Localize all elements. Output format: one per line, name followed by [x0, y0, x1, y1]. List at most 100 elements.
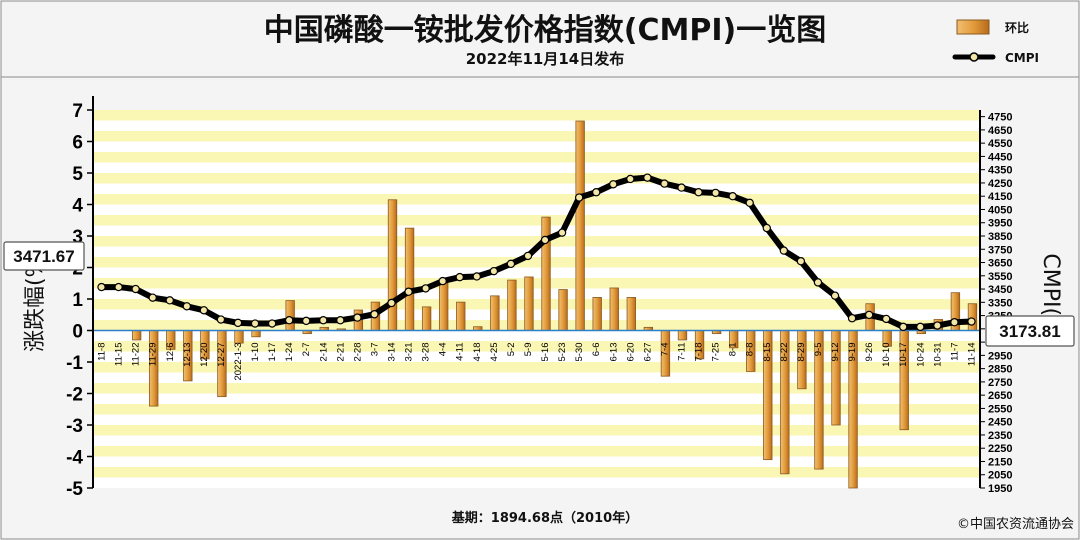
x-tick-label: 7-11 [676, 343, 687, 361]
bar-4-11 [456, 301, 466, 331]
cmpi-point-11-15 [114, 282, 123, 292]
legend-line-marker [969, 52, 979, 62]
bar-11-29 [149, 330, 159, 407]
cmpi-point-1-10 [250, 319, 260, 328]
cmpi-point-10-31 [933, 321, 942, 330]
cmpi-point-5-2 [506, 259, 516, 269]
right-tick-label: 3550 [988, 271, 1012, 283]
bar-3-21 [404, 227, 415, 331]
bar-4-25 [490, 295, 500, 331]
plot-band [93, 299, 980, 310]
cmpi-point-8-1 [728, 192, 737, 201]
cmpi-point-12-13 [182, 302, 192, 311]
right-tick-label: 2150 [988, 456, 1012, 468]
plot-band [93, 446, 980, 457]
cmpi-point-6-13 [609, 180, 618, 189]
x-tick-label: 1-24 [284, 343, 295, 362]
bar-7-11 [677, 330, 688, 341]
right-tick-label: 4550 [988, 138, 1012, 150]
cmpi-point-3-7 [370, 310, 379, 319]
x-tick-label: 9-26 [864, 343, 875, 362]
plot-band [93, 278, 980, 289]
x-tick-labels: 11-8 11-15 11-22 11-29 12-6 12-13 12-20 12-27 20… [97, 343, 978, 381]
base-period-note: 基期：1894.68点（2010年） [451, 510, 638, 526]
x-tick-label: 11-15 [114, 343, 125, 367]
x-tick-label: 5-16 [540, 343, 551, 362]
cmpi-point-11-14 [967, 317, 976, 326]
plot-band [93, 393, 980, 404]
plot-band [93, 152, 980, 163]
plot-background-bands [93, 110, 980, 488]
x-tick-label: 8-8 [745, 343, 756, 357]
plot-band [93, 467, 980, 478]
cmpi-point-12-6 [165, 296, 174, 305]
left-callout-value: 3471.67 [13, 247, 74, 266]
bar-1-24 [285, 300, 295, 331]
x-tick-label: 5-9 [523, 343, 534, 357]
plot-band [93, 383, 980, 394]
x-tick-label: 9-12 [830, 343, 841, 362]
cmpi-point-9-19 [847, 314, 857, 323]
chart-title: 中国磷酸一铵批发价格指数(CMPI)一览图 [264, 13, 826, 48]
cmpi-point-2-7 [302, 316, 311, 326]
right-tick-label: 2250 [988, 443, 1012, 455]
cmpi-point-6-6 [592, 188, 601, 197]
left-tick-label: -5 [66, 479, 83, 500]
plot-band [93, 236, 980, 247]
cmpi-line [98, 174, 975, 330]
left-value-callout: 3471.67 [3, 241, 85, 271]
bar-6-13 [609, 287, 619, 331]
cmpi-point-5-23 [557, 228, 567, 237]
cmpi-point-2-14 [319, 316, 328, 325]
legend: 环比 CMPI [952, 19, 1039, 65]
x-tick-label: 12-27 [216, 343, 227, 367]
bar-5-16 [541, 216, 551, 331]
x-tick-label: 9-5 [813, 343, 824, 357]
right-tick-label: 3850 [988, 231, 1012, 243]
right-tick-label: 2750 [988, 377, 1012, 389]
x-tick-label: 2-14 [318, 343, 329, 362]
left-tick-label: 3 [72, 227, 83, 248]
x-tick-label: 11-8 [97, 343, 108, 361]
x-tick-label: 8-29 [796, 343, 807, 362]
cmpi-point-4-18 [472, 272, 481, 281]
x-tick-label: 8-15 [762, 343, 773, 362]
left-tick-label: 1 [72, 290, 83, 311]
x-tick-label: 3-21 [404, 343, 415, 362]
bar-series [131, 120, 978, 489]
right-tick-label: 4450 [988, 151, 1012, 163]
plot-band [93, 372, 980, 383]
cmpi-point-11-22 [131, 284, 140, 294]
x-tick-label: 7-18 [694, 343, 705, 362]
cmpi-point-8-8 [745, 198, 754, 208]
cmpi-point-1-24 [284, 316, 294, 325]
left-tick-label: -1 [66, 353, 83, 374]
right-tick-label: 2650 [988, 390, 1012, 402]
cmpi-point-8-15 [762, 223, 771, 233]
cmpi-point-12-20 [199, 306, 209, 315]
x-tick-label: 8-1 [728, 343, 739, 357]
bar-6-20 [626, 297, 636, 331]
cmpi-point-5-30 [574, 193, 584, 202]
cmpi-point-3-21 [404, 287, 413, 296]
x-tick-label: 4-11 [455, 343, 466, 361]
cmpi-point-4-25 [489, 266, 499, 276]
plot-band [93, 267, 980, 278]
right-tick-label: 3450 [988, 284, 1012, 296]
x-tick-label: 1-10 [250, 343, 261, 362]
bar-11-22 [131, 330, 142, 341]
left-tick-label: -4 [66, 448, 83, 469]
right-tick-label: 3350 [988, 297, 1012, 309]
cmpi-point-1-17 [267, 319, 277, 328]
x-tick-label: 3-14 [387, 343, 398, 362]
bar-2022-1-3 [234, 330, 244, 344]
right-tick-label: 4350 [988, 165, 1012, 177]
x-tick-label: 1-17 [267, 343, 278, 362]
cmpi-point-7-4 [660, 179, 669, 188]
bar-5-2 [507, 279, 517, 331]
right-tick-label: 4250 [988, 178, 1012, 190]
axes [92, 96, 981, 488]
plot-band [93, 404, 980, 415]
plot-band [93, 351, 980, 362]
